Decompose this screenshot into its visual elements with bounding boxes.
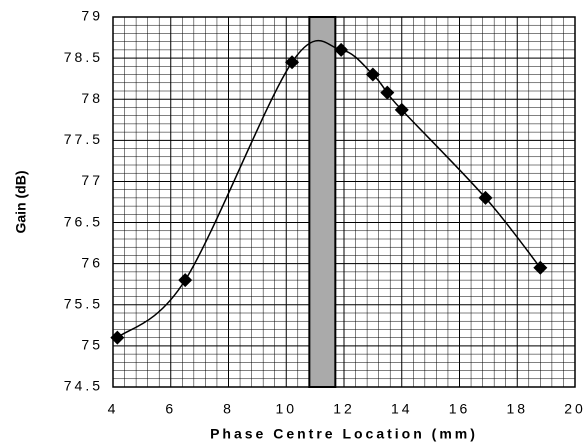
y-tick-label: 75 — [81, 337, 103, 353]
marker — [334, 42, 349, 57]
y-tick-label: 78 — [81, 90, 103, 106]
y-tick-label: 77 — [81, 172, 103, 188]
y-tick-label: 76.5 — [64, 213, 103, 229]
marker — [178, 273, 193, 288]
x-tick-label: 20 — [564, 401, 584, 417]
y-tick-label: 74.5 — [64, 378, 103, 394]
y-tick-label: 76 — [81, 254, 103, 270]
marker — [110, 330, 125, 345]
x-tick-label: 18 — [506, 401, 528, 417]
x-axis-title: Phase Centre Location (mm) — [210, 426, 478, 442]
y-tick-label: 77.5 — [64, 131, 103, 147]
marker — [394, 102, 409, 117]
y-tick-label: 79 — [81, 8, 103, 24]
plot-border — [112, 16, 576, 388]
marker — [533, 260, 548, 275]
x-tick-label: 14 — [391, 401, 413, 417]
x-tick-label: 16 — [449, 401, 471, 417]
x-tick-label: 10 — [275, 401, 297, 417]
marker — [365, 67, 380, 82]
x-tick-label: 8 — [223, 401, 234, 417]
highlight-band — [308, 16, 337, 388]
y-tick-label: 78.5 — [64, 49, 103, 65]
y-tick-label: 75.5 — [64, 295, 103, 311]
x-tick-label: 4 — [108, 401, 119, 417]
marker — [285, 55, 300, 70]
y-axis-title: Gain (dB) — [13, 171, 29, 234]
marker — [478, 190, 493, 205]
x-tick-label: 12 — [333, 401, 355, 417]
marker — [380, 85, 395, 100]
line — [116, 39, 541, 339]
x-tick-label: 6 — [165, 401, 176, 417]
